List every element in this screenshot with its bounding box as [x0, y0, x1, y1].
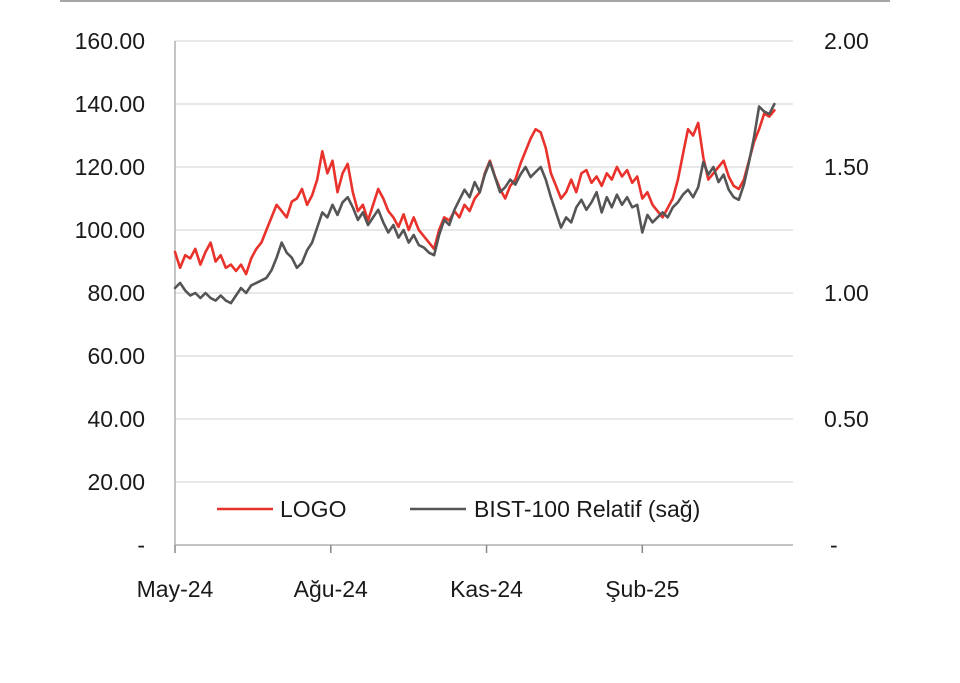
y-right-tick-label: 1.50 [824, 154, 869, 180]
y-left-tick-label: 20.00 [87, 469, 145, 495]
y-left-tick-label: 120.00 [75, 154, 145, 180]
legend-background [200, 486, 780, 532]
x-tick-label: May-24 [137, 576, 214, 602]
logo-series-line [173, 109, 776, 276]
grid-lines [175, 40, 793, 483]
y-left-tick-label: 40.00 [87, 406, 145, 432]
y-left-tick-label: 100.00 [75, 217, 145, 243]
legend-label: LOGO [280, 496, 346, 522]
x-tick-label: Ağu-24 [294, 576, 368, 602]
y-right-tick-label: 2.00 [824, 28, 869, 54]
y-right-tick-labels: - 0.50 1.00 1.50 2.00 [824, 28, 869, 558]
legend-label: BIST-100 Relatif (sağ) [474, 496, 700, 522]
bist-relative-series-line [173, 102, 776, 305]
legend: LOGO BIST-100 Relatif (sağ) [200, 486, 780, 532]
y-left-tick-label: 160.00 [75, 28, 145, 54]
y-left-tick-label: 140.00 [75, 91, 145, 117]
x-tick-label: Şub-25 [605, 576, 679, 602]
y-right-tick-label: 0.50 [824, 406, 869, 432]
x-tick-label: Kas-24 [450, 576, 523, 602]
y-right-tick-label: - [830, 532, 838, 558]
x-tick-labels: May-24 Ağu-24 Kas-24 Şub-25 [137, 576, 680, 602]
y-left-tick-label: 60.00 [87, 343, 145, 369]
y-right-tick-label: 1.00 [824, 280, 869, 306]
y-left-tick-label: - [137, 532, 145, 558]
axes [174, 41, 793, 553]
y-left-tick-labels: - 20.00 40.00 60.00 80.00 100.00 120.00 140.00 1… [75, 28, 145, 558]
series-lines [173, 102, 776, 305]
y-left-tick-label: 80.00 [87, 280, 145, 306]
